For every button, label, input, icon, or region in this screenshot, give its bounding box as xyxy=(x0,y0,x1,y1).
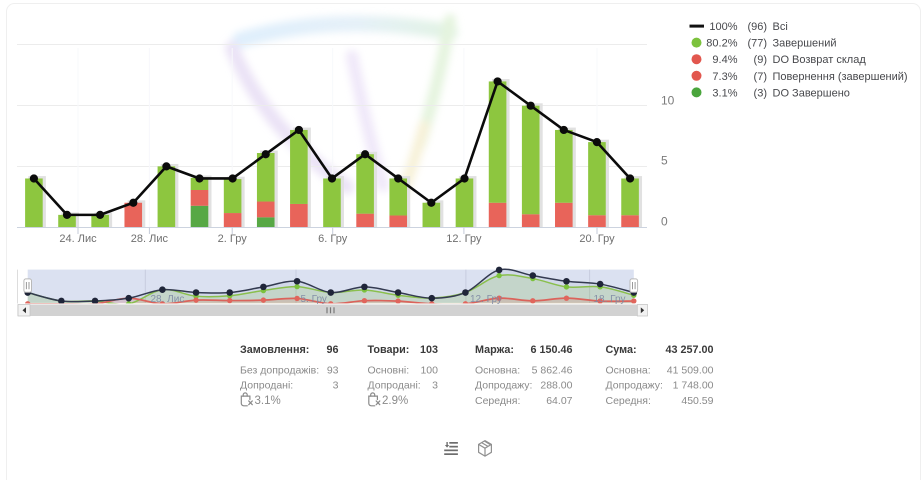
svg-text:100: 100 xyxy=(420,364,438,376)
svg-text:3.1%: 3.1% xyxy=(255,395,281,407)
svg-text:2. Гру: 2. Гру xyxy=(218,233,248,245)
svg-text:5: 5 xyxy=(661,154,668,168)
svg-text:5. Гру: 5. Гру xyxy=(301,294,327,305)
svg-text:Основна:: Основна: xyxy=(606,364,651,376)
svg-text:Основна:: Основна: xyxy=(475,364,520,376)
svg-text:28. Лис: 28. Лис xyxy=(151,294,185,305)
svg-text:0: 0 xyxy=(661,215,668,229)
svg-text:Замовлення:: Замовлення: xyxy=(240,344,309,356)
svg-text:28. Лис: 28. Лис xyxy=(131,233,169,245)
svg-text:18. Гру: 18. Гру xyxy=(594,294,626,305)
svg-text:9.4%: 9.4% xyxy=(712,54,737,66)
svg-text:41 509.00: 41 509.00 xyxy=(667,364,714,376)
svg-text:DO Завершено: DO Завершено xyxy=(773,87,850,99)
svg-text:(77): (77) xyxy=(747,38,767,50)
svg-text:(96): (96) xyxy=(747,21,767,33)
svg-text:(3): (3) xyxy=(754,87,767,99)
svg-text:3: 3 xyxy=(333,380,339,392)
svg-text:103: 103 xyxy=(420,344,438,356)
svg-text:Допродані:: Допродані: xyxy=(368,380,421,392)
svg-text:Середня:: Середня: xyxy=(475,395,520,407)
svg-text:(7): (7) xyxy=(754,71,767,83)
svg-text:Допродажу:: Допродажу: xyxy=(606,380,663,392)
svg-text:1 748.00: 1 748.00 xyxy=(673,380,714,392)
svg-text:450.59: 450.59 xyxy=(681,395,713,407)
svg-text:(9): (9) xyxy=(754,54,767,66)
svg-text:DO Возврат склад: DO Возврат склад xyxy=(773,54,867,66)
svg-text:2.9%: 2.9% xyxy=(382,395,408,407)
svg-text:Сума:: Сума: xyxy=(606,344,637,356)
svg-text:24. Лис: 24. Лис xyxy=(59,233,97,245)
svg-text:Допродані:: Допродані: xyxy=(240,380,293,392)
svg-text:64.07: 64.07 xyxy=(546,395,572,407)
svg-text:96: 96 xyxy=(326,344,338,356)
svg-text:3: 3 xyxy=(432,380,438,392)
svg-text:Маржа:: Маржа: xyxy=(475,344,514,356)
svg-text:Повернення (завершений): Повернення (завершений) xyxy=(773,71,908,83)
svg-text:Всі: Всі xyxy=(773,21,788,33)
svg-text:3.1%: 3.1% xyxy=(712,87,737,99)
svg-text:100%: 100% xyxy=(709,21,737,33)
svg-text:6 150.46: 6 150.46 xyxy=(530,344,572,356)
svg-text:Без допродажів:: Без допродажів: xyxy=(240,364,319,376)
svg-text:7.3%: 7.3% xyxy=(712,71,737,83)
svg-text:12. Гру: 12. Гру xyxy=(470,294,502,305)
svg-text:80.2%: 80.2% xyxy=(706,38,737,50)
svg-text:10: 10 xyxy=(661,94,675,108)
svg-text:6. Гру: 6. Гру xyxy=(318,233,348,245)
svg-text:Товари:: Товари: xyxy=(368,344,410,356)
svg-text:93: 93 xyxy=(327,364,339,376)
svg-text:20. Гру: 20. Гру xyxy=(579,233,615,245)
svg-text:Основні:: Основні: xyxy=(368,364,410,376)
svg-text:43 257.00: 43 257.00 xyxy=(665,344,713,356)
svg-text:Середня:: Середня: xyxy=(606,395,651,407)
svg-text:Допродажу:: Допродажу: xyxy=(475,380,532,392)
svg-text:5 862.46: 5 862.46 xyxy=(532,364,573,376)
svg-text:Завершений: Завершений xyxy=(773,38,837,50)
svg-text:288.00: 288.00 xyxy=(540,380,572,392)
svg-text:12. Гру: 12. Гру xyxy=(446,233,482,245)
